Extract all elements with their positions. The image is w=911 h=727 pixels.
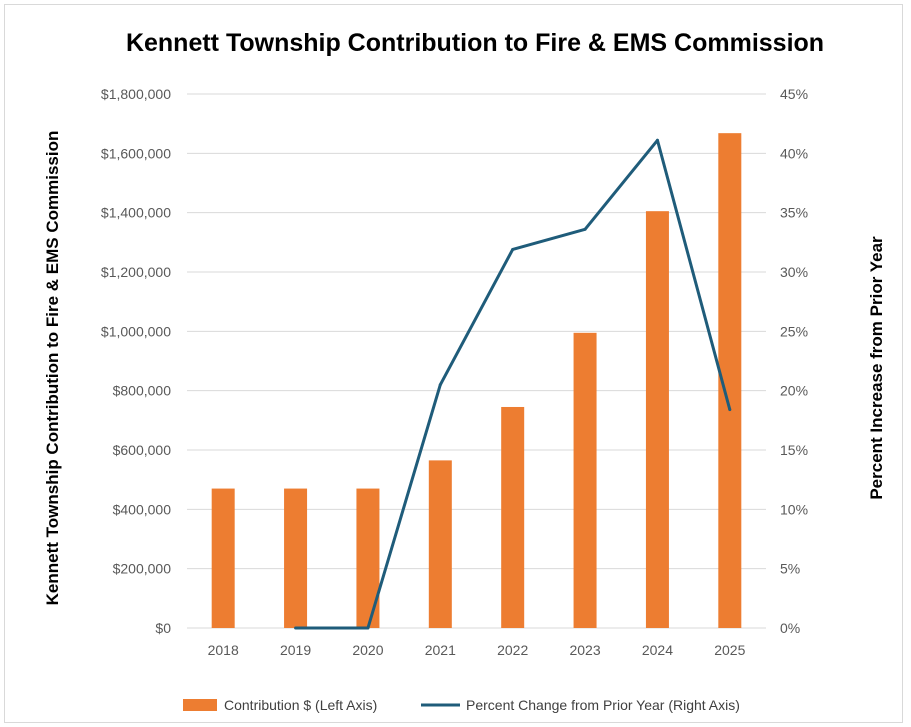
bar: [356, 488, 380, 628]
x-axis-tick-label: 2018: [208, 642, 239, 658]
x-axis-ticks: 2018 2019 2020 2021 2022 2023 2024 2025: [208, 642, 746, 658]
left-axis-tick-label: $1,200,000: [101, 264, 171, 280]
right-axis-tick-label: 5%: [780, 561, 800, 577]
x-axis-tick-label: 2024: [642, 642, 673, 658]
bar: [645, 211, 669, 628]
left-axis-tick-label: $1,400,000: [101, 205, 171, 221]
gridlines: [187, 93, 766, 629]
line-point: [583, 227, 587, 231]
line-point: [366, 626, 370, 630]
left-axis-tick-label: $800,000: [113, 383, 172, 399]
right-axis-tick-label: 40%: [780, 145, 808, 161]
right-axis-tick-label: 25%: [780, 323, 808, 339]
left-axis-tick-label: $1,800,000: [101, 86, 171, 102]
bar: [428, 460, 452, 628]
x-axis-tick-label: 2021: [425, 642, 456, 658]
right-axis-tick-label: 10%: [780, 501, 808, 517]
right-axis-tick-label: 30%: [780, 264, 808, 280]
legend-swatch-bar: [183, 699, 217, 711]
line-series: [294, 138, 732, 630]
line-point: [511, 247, 515, 251]
bar: [718, 133, 742, 628]
right-axis-ticks: 0% 5% 10% 15% 20% 25% 30% 35% 40% 45%: [780, 86, 808, 636]
bar: [211, 488, 235, 628]
right-axis-tick-label: 45%: [780, 86, 808, 102]
right-axis-tick-label: 35%: [780, 205, 808, 221]
bar: [573, 332, 597, 628]
x-axis-tick-label: 2022: [497, 642, 528, 658]
line-point: [294, 626, 298, 630]
chart-frame: [4, 4, 903, 723]
x-axis-tick-label: 2025: [714, 642, 745, 658]
right-axis-tick-label: 0%: [780, 620, 800, 636]
left-axis-tick-label: $400,000: [113, 501, 172, 517]
x-axis-tick-label: 2019: [280, 642, 311, 658]
right-axis-tick-label: 20%: [780, 383, 808, 399]
left-axis-tick-label: $600,000: [113, 442, 172, 458]
bar: [284, 488, 308, 628]
line-point: [655, 138, 659, 142]
left-axis-tick-label: $200,000: [113, 561, 172, 577]
legend-label-line: Percent Change from Prior Year (Right Ax…: [466, 697, 740, 713]
left-axis-tick-label: $1,600,000: [101, 145, 171, 161]
left-axis-tick-label: $1,000,000: [101, 323, 171, 339]
left-axis-ticks: $0 $200,000 $400,000 $600,000 $800,000 $1,000…: [101, 86, 171, 636]
line-point: [728, 408, 732, 412]
legend: Contribution $ (Left Axis) Percent Change…: [183, 697, 740, 713]
line-point: [438, 383, 442, 387]
bar: [501, 406, 525, 628]
right-axis-tick-label: 15%: [780, 442, 808, 458]
left-axis-title: Kennett Township Contribution to Fire & …: [43, 131, 62, 606]
right-axis-title: Percent Increase from Prior Year: [867, 236, 886, 500]
chart-title: Kennett Township Contribution to Fire & …: [126, 29, 824, 57]
left-axis-tick-label: $0: [155, 620, 171, 636]
x-axis-tick-label: 2023: [569, 642, 600, 658]
bar-series: [211, 133, 742, 628]
x-axis-tick-label: 2020: [352, 642, 383, 658]
legend-label-bar: Contribution $ (Left Axis): [224, 697, 377, 713]
